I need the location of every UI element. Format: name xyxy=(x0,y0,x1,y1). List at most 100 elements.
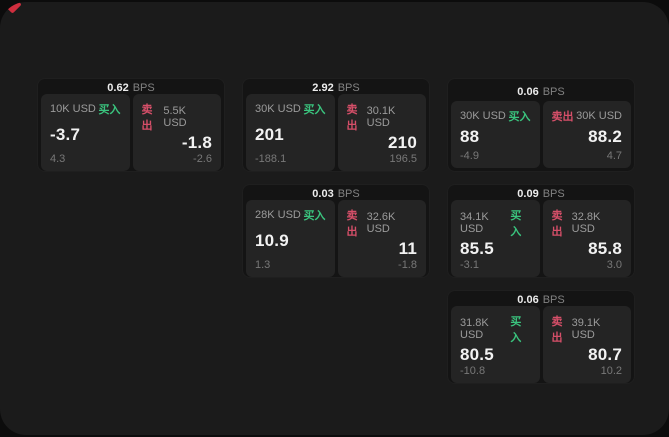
buy-tile-top: 30K USD 买入 xyxy=(460,108,531,124)
card-body: 30K USD 买入 201 -188.1 卖出 30.1K USD 210 1… xyxy=(246,94,426,171)
quote-card: 0.62 BPS 10K USD 买入 -3.7 4.3 卖出 5.5K USD… xyxy=(37,78,225,172)
sell-delta: -2.6 xyxy=(193,153,212,165)
buy-delta: -188.1 xyxy=(255,153,287,165)
card-body: 28K USD 买入 10.9 1.3 卖出 32.6K USD 11 -1.8 xyxy=(246,200,426,277)
buy-delta: -3.1 xyxy=(460,259,479,271)
buy-price: 88 xyxy=(460,127,480,146)
buy-quote-tile[interactable]: 10K USD 买入 -3.7 4.3 xyxy=(41,94,130,171)
sell-price: 85.8 xyxy=(588,239,622,258)
buy-label: 买入 xyxy=(98,104,121,116)
buy-quote-tile[interactable]: 30K USD 买入 88 -4.9 xyxy=(451,101,540,168)
sell-amount: 30.1K USD xyxy=(366,105,396,129)
sell-tile-top: 卖出 30K USD xyxy=(552,108,623,124)
buy-label: 买入 xyxy=(508,111,531,123)
bps-value: 0.06 xyxy=(517,294,539,306)
buy-delta: -4.9 xyxy=(460,150,479,162)
bps-unit-label: BPS xyxy=(542,85,565,98)
sell-label: 卖出 xyxy=(346,104,358,132)
bps-unit-label: BPS xyxy=(337,188,360,200)
sell-quote-tile[interactable]: 卖出 39.1K USD 80.7 10.2 xyxy=(542,306,631,383)
sell-quote-tile[interactable]: 卖出 5.5K USD -1.8 -2.6 xyxy=(132,94,221,171)
sell-tile-top: 卖出 5.5K USD xyxy=(142,101,213,133)
red-diamond-icon xyxy=(3,2,22,14)
sell-quote-tile[interactable]: 卖出 32.6K USD 11 -1.8 xyxy=(337,200,426,277)
buy-price: 85.5 xyxy=(460,239,494,258)
sell-price: 11 xyxy=(398,239,417,258)
cards-grid: 0.62 BPS 10K USD 买入 -3.7 4.3 卖出 5.5K USD… xyxy=(37,78,635,384)
sell-quote-tile[interactable]: 卖出 32.8K USD 85.8 3.0 xyxy=(542,200,631,277)
buy-quote-tile[interactable]: 34.1K USD 买入 85.5 -3.1 xyxy=(451,200,540,277)
bps-unit-label: BPS xyxy=(337,82,360,94)
buy-quote-tile[interactable]: 31.8K USD 买入 80.5 -10.8 xyxy=(451,306,540,383)
sell-amount: 39.1K USD xyxy=(571,317,601,341)
buy-tile-top: 31.8K USD 买入 xyxy=(460,313,531,345)
bps-value: 2.92 xyxy=(312,82,334,94)
buy-label: 买入 xyxy=(510,316,522,344)
buy-quote-tile[interactable]: 28K USD 买入 10.9 1.3 xyxy=(246,200,335,277)
buy-amount: 34.1K USD xyxy=(460,211,489,235)
sell-quote-tile[interactable]: 卖出 30K USD 88.2 4.7 xyxy=(542,101,631,168)
sell-price: -1.8 xyxy=(181,133,212,152)
card-header: 0.06 BPS xyxy=(451,294,631,306)
buy-tile-top: 28K USD 买入 xyxy=(255,207,326,223)
bps-value: 0.62 xyxy=(107,82,129,94)
bps-unit-label: BPS xyxy=(542,188,565,200)
quote-card: 0.06 BPS 31.8K USD 买入 80.5 -10.8 卖出 39.1… xyxy=(447,290,635,384)
bps-value: 0.06 xyxy=(517,85,539,98)
buy-quote-tile[interactable]: 30K USD 买入 201 -188.1 xyxy=(246,94,335,171)
sell-tile-top: 卖出 39.1K USD xyxy=(552,313,623,345)
sell-quote-tile[interactable]: 卖出 30.1K USD 210 196.5 xyxy=(337,94,426,171)
sell-amount: 30K USD xyxy=(576,110,622,122)
bps-value: 0.09 xyxy=(517,188,539,200)
card-header: 2.92 BPS xyxy=(246,82,426,94)
sell-delta: 10.2 xyxy=(600,365,622,377)
card-body: 30K USD 买入 88 -4.9 卖出 30K USD 88.2 4.7 xyxy=(451,101,631,168)
quote-card: 0.03 BPS 28K USD 买入 10.9 1.3 卖出 32.6K US… xyxy=(242,184,430,278)
buy-price: -3.7 xyxy=(50,125,81,144)
sell-delta: 196.5 xyxy=(389,153,417,165)
sell-amount: 32.8K USD xyxy=(571,211,601,235)
buy-delta: -10.8 xyxy=(460,365,486,377)
card-header: 0.62 BPS xyxy=(41,82,221,94)
sell-label: 卖出 xyxy=(141,104,153,132)
card-header: 0.09 BPS xyxy=(451,188,631,200)
buy-price: 201 xyxy=(255,125,284,144)
buy-amount: 30K USD xyxy=(460,110,506,122)
sell-price: 210 xyxy=(388,133,417,152)
card-header: 0.06 BPS xyxy=(451,82,631,101)
buy-delta: 1.3 xyxy=(255,259,271,271)
sell-label: 卖出 xyxy=(551,111,574,123)
buy-amount: 30K USD xyxy=(255,103,301,115)
buy-delta: 4.3 xyxy=(50,153,66,165)
card-body: 31.8K USD 买入 80.5 -10.8 卖出 39.1K USD 80.… xyxy=(451,306,631,383)
buy-label: 买入 xyxy=(510,210,522,238)
sell-label: 卖出 xyxy=(551,210,563,238)
buy-label: 买入 xyxy=(303,210,326,222)
sell-price: 80.7 xyxy=(588,345,622,364)
buy-tile-top: 30K USD 买入 xyxy=(255,101,326,117)
sell-amount: 32.6K USD xyxy=(366,211,396,235)
sell-tile-top: 卖出 32.6K USD xyxy=(347,207,418,239)
quote-card: 0.06 BPS 30K USD 买入 88 -4.9 卖出 30K USD 8… xyxy=(447,78,635,172)
sell-label: 卖出 xyxy=(551,316,563,344)
buy-amount: 28K USD xyxy=(255,209,301,221)
bps-unit-label: BPS xyxy=(132,82,155,94)
card-body: 34.1K USD 买入 85.5 -3.1 卖出 32.8K USD 85.8… xyxy=(451,200,631,277)
buy-tile-top: 34.1K USD 买入 xyxy=(460,207,531,239)
bps-unit-label: BPS xyxy=(542,294,565,306)
card-header: 0.03 BPS xyxy=(246,188,426,200)
sell-amount: 5.5K USD xyxy=(163,105,187,129)
quote-card: 0.09 BPS 34.1K USD 买入 85.5 -3.1 卖出 32.8K… xyxy=(447,184,635,278)
sell-delta: -1.8 xyxy=(398,259,417,271)
sell-delta: 4.7 xyxy=(606,150,622,162)
sell-label: 卖出 xyxy=(346,210,358,238)
sell-delta: 3.0 xyxy=(606,259,622,271)
buy-amount: 10K USD xyxy=(50,103,96,115)
sell-tile-top: 卖出 30.1K USD xyxy=(347,101,418,133)
sell-tile-top: 卖出 32.8K USD xyxy=(552,207,623,239)
bps-value: 0.03 xyxy=(312,188,334,200)
sell-price: 88.2 xyxy=(588,127,622,146)
buy-amount: 31.8K USD xyxy=(460,317,489,341)
buy-price: 10.9 xyxy=(255,231,289,250)
